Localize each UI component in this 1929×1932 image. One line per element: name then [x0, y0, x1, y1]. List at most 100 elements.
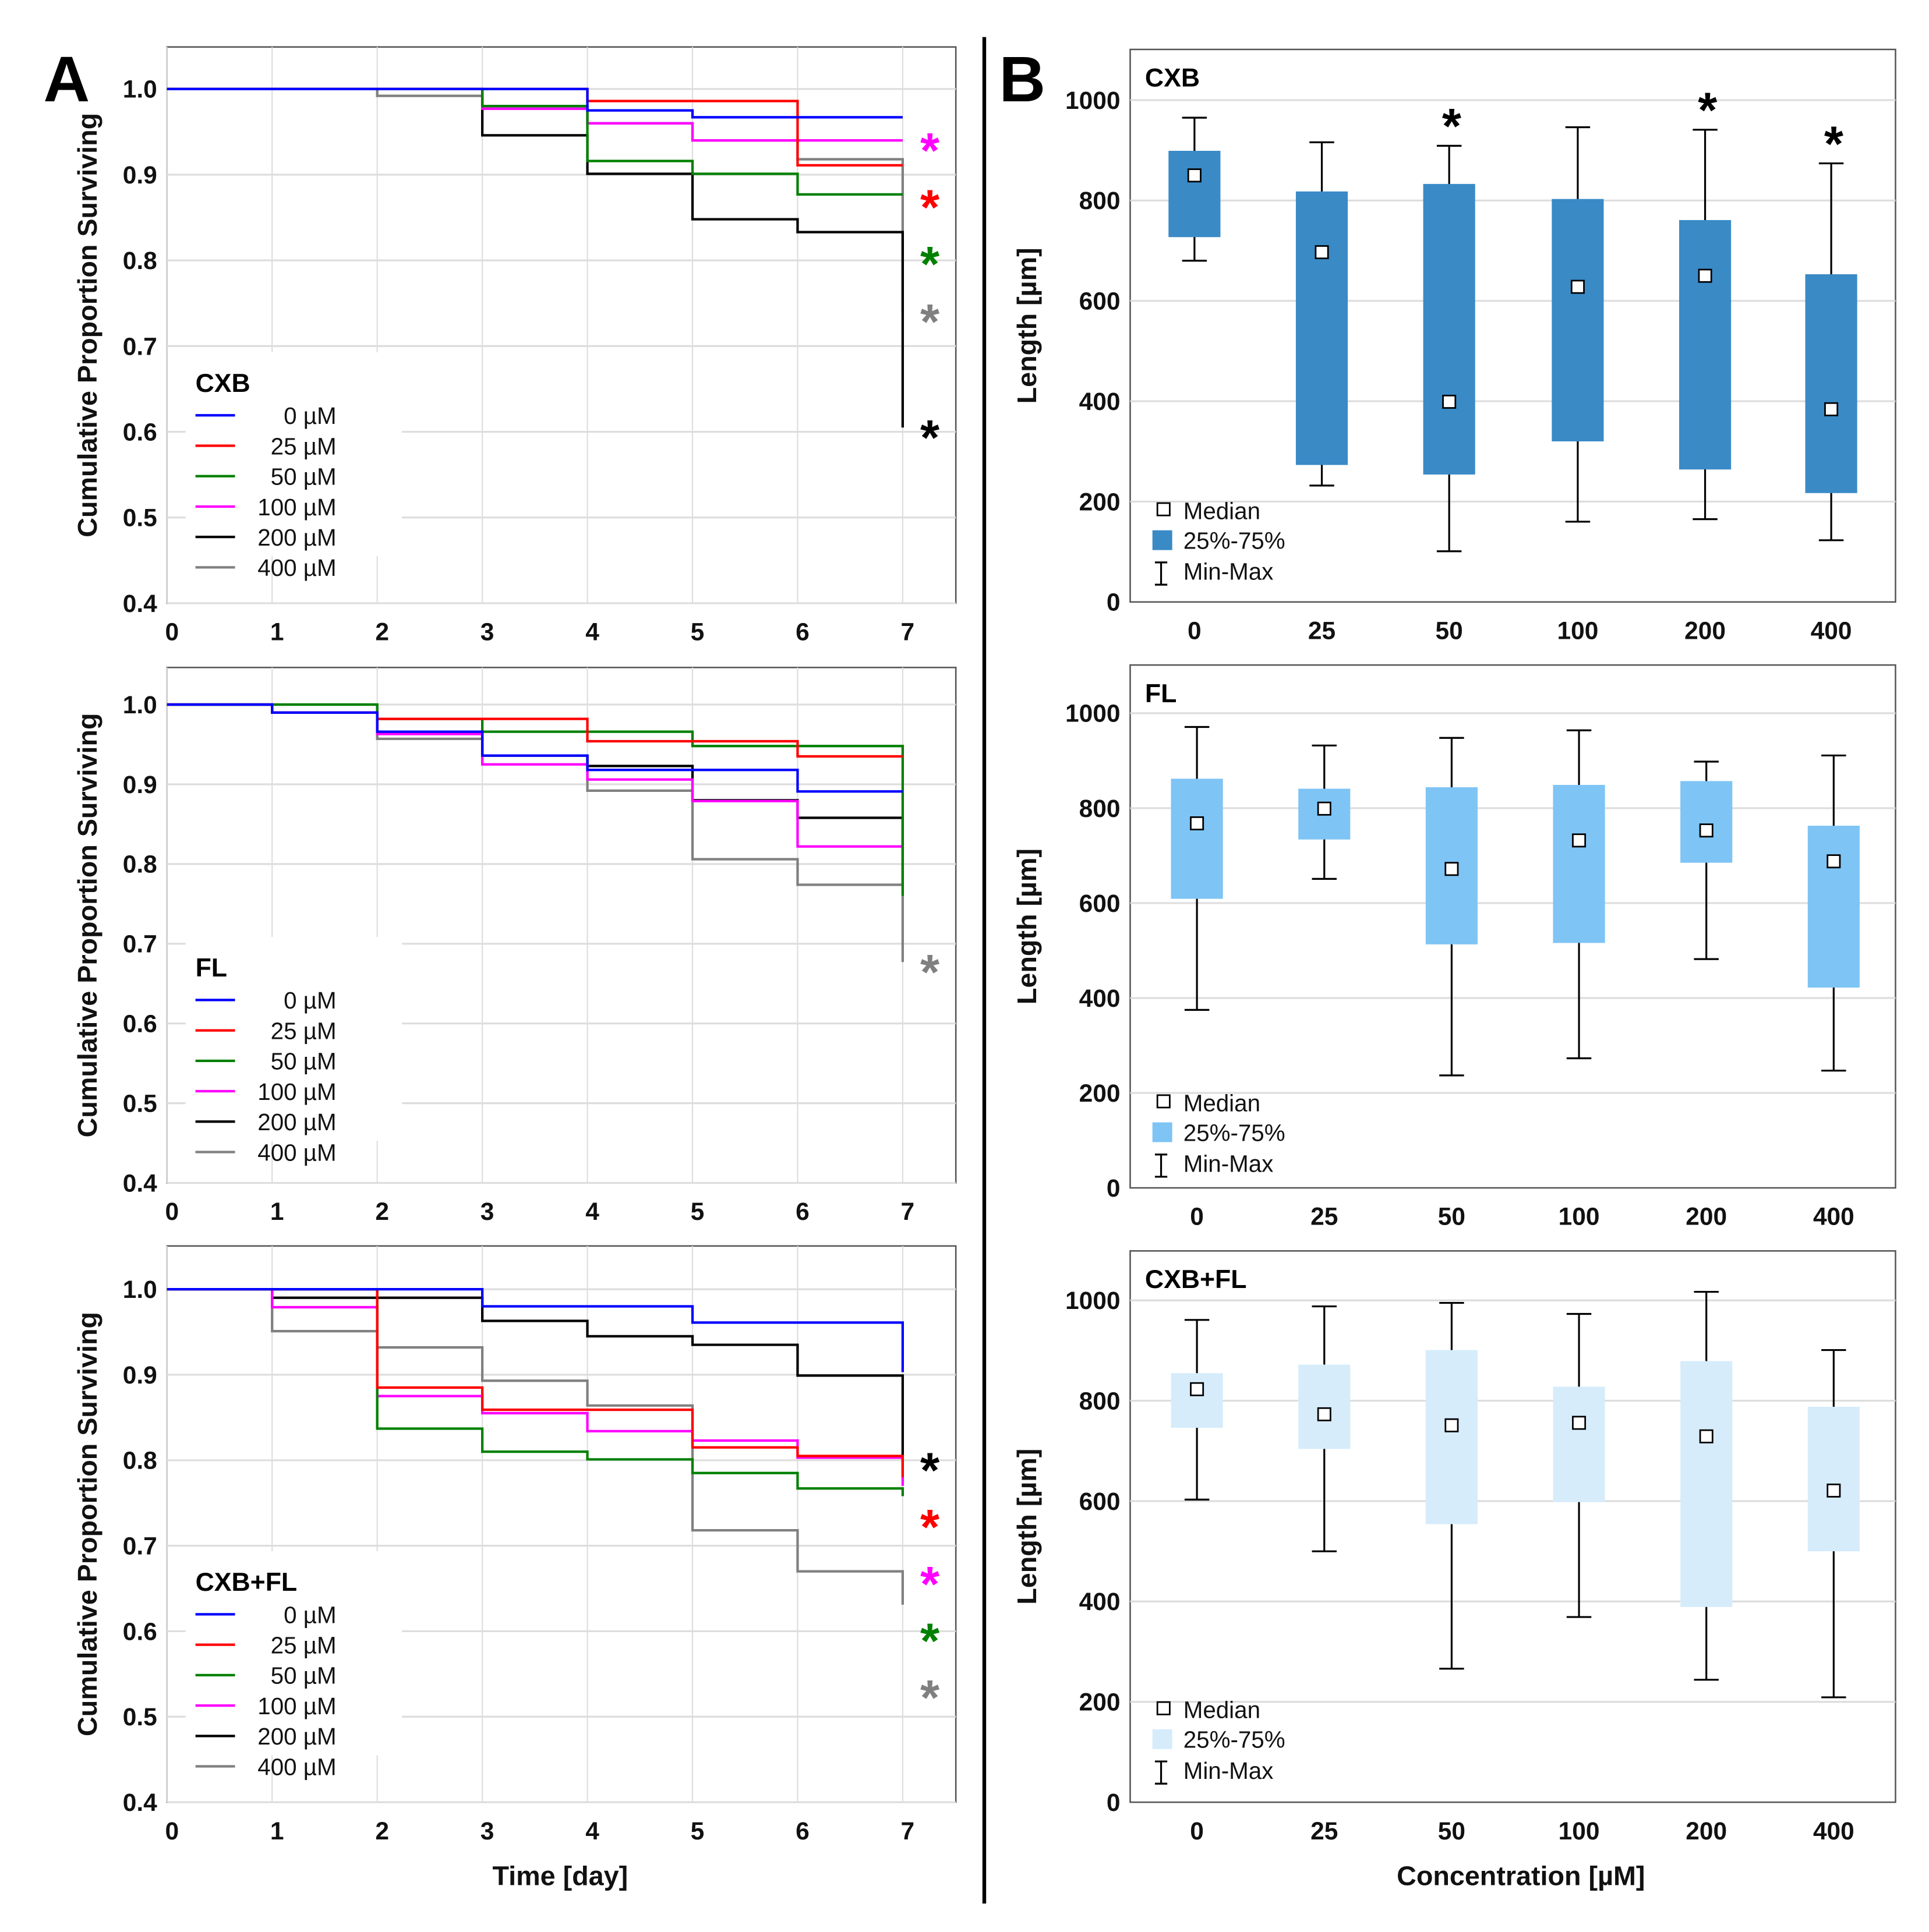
x-tick-label: 100 — [1557, 617, 1599, 645]
legend-title: CXB+FL — [196, 1568, 298, 1597]
significance-asterisk: * — [920, 1442, 939, 1498]
y-tick-label: 800 — [1079, 1387, 1121, 1414]
x-tick-label: 400 — [1813, 1203, 1854, 1230]
x-tick-label: 200 — [1686, 1817, 1727, 1845]
x-tick-label: 100 — [1559, 1817, 1600, 1845]
survival-curve-0uM — [167, 87, 903, 119]
y-tick-label: 0.8 — [123, 851, 157, 878]
legend-entry: Median — [1183, 1697, 1260, 1724]
x-tick-label: 0 — [1190, 1203, 1204, 1230]
y-tick-label: 0.8 — [123, 1447, 157, 1474]
plot-area — [1129, 48, 1896, 603]
median-marker — [1572, 833, 1587, 848]
y-axis-label: Cumulative Proportion Surviving — [72, 713, 103, 1137]
legend-entry: Min-Max — [1183, 1757, 1274, 1784]
y-tick-label: 0.4 — [123, 1169, 157, 1197]
x-tick-label: 7 — [901, 1198, 915, 1225]
median-marker — [1699, 823, 1714, 838]
panel-label-a: A — [43, 44, 90, 115]
median-marker — [1190, 1382, 1204, 1396]
y-tick-label: 200 — [1079, 488, 1121, 515]
legend-median-icon — [1156, 1094, 1171, 1109]
iqr-box — [1171, 779, 1223, 899]
x-tick-label: 50 — [1436, 617, 1463, 645]
y-tick-label: 0.7 — [123, 930, 157, 958]
median-marker — [1824, 402, 1839, 416]
x-tick-label: 4 — [585, 618, 599, 646]
x-tick-label: 0 — [165, 1817, 179, 1845]
y-tick-label: 600 — [1079, 890, 1121, 917]
x-tick-label: 25 — [1310, 1203, 1338, 1230]
x-tick-label: 200 — [1686, 1203, 1727, 1230]
panel-title: CXB+FL — [1145, 1265, 1247, 1294]
legend-entry: Median — [1183, 498, 1260, 525]
survival-curve-0uM — [167, 703, 903, 793]
x-tick-label: 1 — [270, 618, 284, 646]
y-tick-label: 1.0 — [123, 76, 157, 103]
legend-entry: 100 µM — [257, 494, 336, 521]
x-tick-label: 100 — [1559, 1203, 1600, 1230]
legend-title: CXB — [196, 369, 250, 398]
panel-title: CXB — [1145, 64, 1200, 93]
y-tick-label: 0.8 — [123, 247, 157, 274]
legend-entry: 0 µM — [284, 402, 336, 429]
iqr-box — [1807, 1406, 1860, 1552]
legend-background — [185, 352, 402, 557]
x-tick-label: 50 — [1438, 1817, 1465, 1845]
legend-entry: 50 µM — [271, 1048, 337, 1075]
y-tick-label: 200 — [1079, 1080, 1121, 1107]
x-tick-label: 6 — [796, 1198, 810, 1225]
y-tick-label: 0.4 — [123, 590, 157, 617]
legend-minmax-icon — [1154, 561, 1168, 586]
survival-curve-0uM — [167, 1288, 904, 1372]
significance-asterisk: * — [920, 1556, 939, 1612]
x-tick-label: 7 — [901, 1817, 915, 1845]
x-tick-label: 3 — [481, 1817, 494, 1845]
x-tick-label: 4 — [585, 1817, 599, 1845]
y-tick-label: 0.9 — [123, 161, 157, 189]
median-marker — [1698, 268, 1712, 283]
iqr-box — [1171, 1373, 1223, 1428]
y-tick-label: 600 — [1079, 1488, 1121, 1515]
x-tick-label: 0 — [1190, 1817, 1204, 1845]
legend-background — [185, 937, 402, 1141]
plot-area — [1129, 664, 1896, 1189]
y-tick-label: 400 — [1079, 1588, 1121, 1615]
y-tick-label: 0.6 — [123, 1010, 157, 1038]
y-axis-label: Cumulative Proportion Surviving — [72, 1312, 103, 1736]
y-tick-label: 1.0 — [123, 1276, 157, 1303]
iqr-box — [1807, 826, 1860, 988]
legend-entry: Min-Max — [1183, 558, 1274, 585]
legend-entry: Median — [1183, 1089, 1260, 1116]
legend-entry: 25%-75% — [1183, 1119, 1285, 1146]
panel-title: FL — [1145, 680, 1177, 708]
legend-box-swatch — [1152, 530, 1172, 550]
legend-entry: 50 µM — [271, 463, 337, 490]
y-tick-label: 0.7 — [123, 1532, 157, 1559]
median-marker — [1187, 168, 1202, 183]
iqr-box — [1679, 220, 1732, 470]
legend-entry: Min-Max — [1183, 1150, 1274, 1177]
x-tick-label: 2 — [375, 1198, 389, 1225]
legend-minmax-icon — [1154, 1760, 1168, 1785]
legend-background — [185, 1551, 402, 1756]
legend-entry: 400 µM — [257, 1753, 336, 1780]
x-tick-label: 4 — [585, 1198, 599, 1225]
y-tick-label: 1.0 — [123, 691, 157, 719]
survival-curve-50uM — [167, 703, 904, 896]
y-tick-label: 1000 — [1065, 700, 1120, 727]
panel-label-b: B — [999, 44, 1045, 115]
median-marker — [1442, 394, 1457, 409]
legend-entry: 400 µM — [257, 554, 336, 581]
iqr-box — [1553, 784, 1605, 943]
legend-entry: 25 µM — [271, 1632, 337, 1659]
x-tick-label: 0 — [165, 1198, 179, 1225]
y-tick-label: 0.6 — [123, 1618, 157, 1645]
legend-entry: 50 µM — [271, 1662, 337, 1689]
legend-entry: 100 µM — [257, 1693, 336, 1719]
significance-asterisk: * — [920, 1499, 939, 1555]
iqr-box — [1805, 274, 1857, 493]
y-tick-label: 0 — [1107, 1789, 1121, 1816]
x-tick-label: 2 — [375, 1817, 389, 1845]
